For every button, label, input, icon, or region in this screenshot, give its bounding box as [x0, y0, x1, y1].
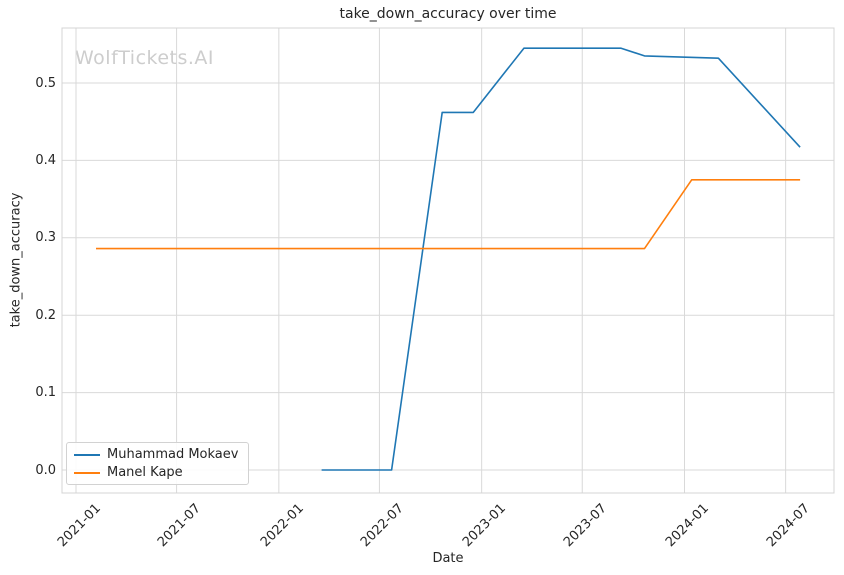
y-tick-label: 0.4: [35, 152, 56, 168]
legend-label: Manel Kape: [107, 465, 183, 480]
x-axis-label: Date: [432, 551, 464, 566]
y-tick-label: 0.2: [35, 307, 56, 323]
series-line-muhammad-mokaev: [321, 47, 801, 471]
series-line-manel-kape: [96, 179, 801, 250]
legend: Muhammad Mokaev Manel Kape: [66, 442, 250, 485]
watermark: WolfTickets.AI: [75, 47, 215, 69]
axes-border: [61, 27, 835, 494]
y-tick-label: 0.0: [35, 462, 56, 478]
legend-label: Muhammad Mokaev: [107, 447, 239, 462]
legend-line-swatch: [74, 471, 100, 474]
y-tick-label: 0.1: [35, 385, 56, 401]
legend-item-muhammad-mokaev: Muhammad Mokaev: [74, 447, 238, 462]
chart-title: take_down_accuracy over time: [339, 6, 557, 22]
y-tick-label: 0.5: [35, 75, 56, 91]
legend-item-manel-kape: Manel Kape: [74, 465, 238, 480]
y-tick-label: 0.3: [35, 230, 56, 246]
legend-line-swatch: [74, 453, 100, 456]
